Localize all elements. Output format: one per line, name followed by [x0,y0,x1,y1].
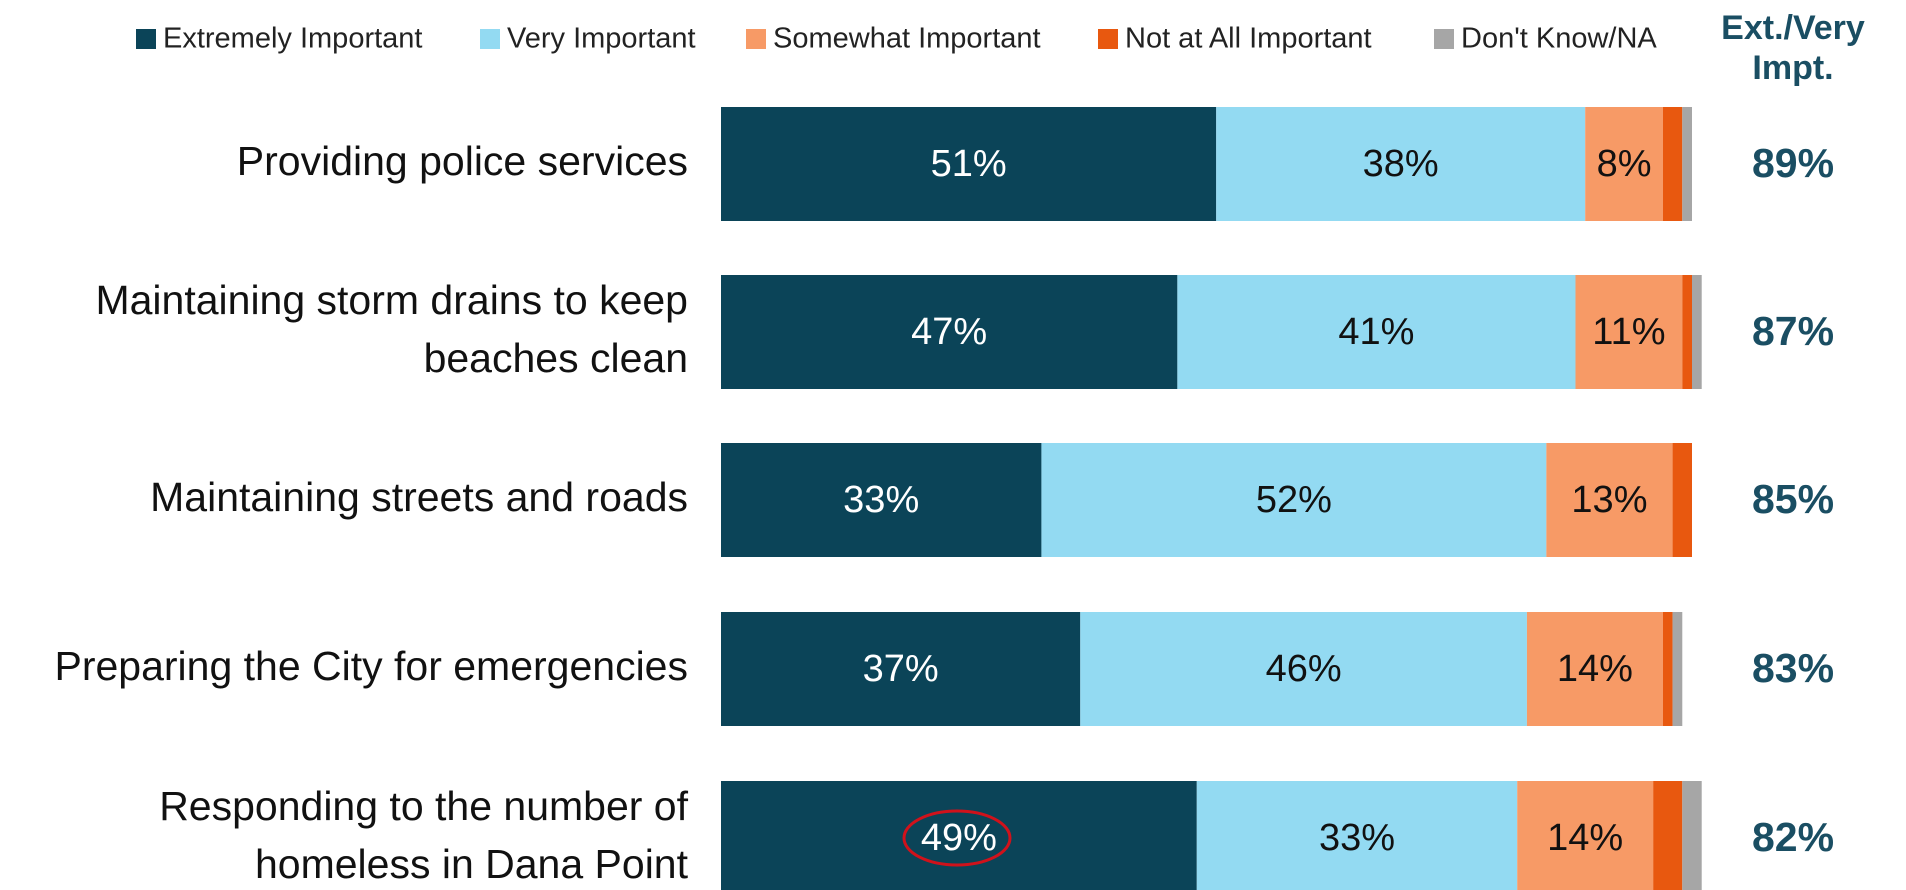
bar-segment [1080,612,1527,726]
bar-segment [1682,781,1702,890]
bar-segment [1662,612,1673,726]
bar-segment [1196,781,1518,890]
bar-segment [721,781,1197,890]
value-label: 11% [1592,311,1665,353]
value-label: 47% [911,311,987,353]
bar-segment [1653,781,1683,890]
bar-segment [1575,275,1683,389]
bar-segment [721,107,1217,221]
legend-swatch [1434,29,1454,49]
legend-label: Extremely Important [163,23,422,55]
total-label: 85% [1752,476,1834,522]
bar-segment [1672,443,1692,557]
value-label: 13% [1571,479,1647,521]
category-label: Responding to the number of homeless in D… [159,783,688,887]
bar-segment [721,612,1081,726]
bar-segment [1546,443,1673,557]
value-label: 46% [1266,648,1342,690]
value-label: 33% [1319,817,1395,859]
bar-segment [721,443,1042,557]
category-label: Providing police services [237,138,688,184]
bar-segment [1682,275,1692,389]
bar-segment [1216,107,1586,221]
total-label: 82% [1752,814,1834,860]
category-label: Maintaining storm drains to keep beaches … [95,277,688,381]
value-label: 49% [921,817,997,859]
legend-label: Don't Know/NA [1461,23,1657,55]
bar-segment [721,275,1178,389]
value-label: 14% [1557,648,1633,690]
value-label: 33% [843,479,919,521]
bar-segment [1672,612,1683,726]
bar-segment [1177,275,1576,389]
value-label: 52% [1256,479,1332,521]
bar-segment [1526,612,1663,726]
totals-title: Ext./Very Impt. [1721,9,1865,87]
value-label: 41% [1338,311,1414,353]
value-label: 8% [1597,143,1652,185]
legend-swatch [136,29,156,49]
bar-segment [1682,107,1692,221]
value-label: 38% [1363,143,1439,185]
legend-label: Very Important [507,23,696,55]
legend-swatch [1098,29,1118,49]
bar-segment [1517,781,1654,890]
bar-segment [1585,107,1663,221]
legend-label: Not at All Important [1125,23,1372,55]
bar-segment [1692,275,1702,389]
value-label: 14% [1547,817,1623,859]
highlight-ellipse [902,809,1012,867]
legend-label: Somewhat Important [773,23,1041,55]
bar-segment [1041,443,1547,557]
category-label: Preparing the City for emergencies [54,643,688,689]
category-label: Maintaining streets and roads [150,474,688,520]
total-label: 89% [1752,140,1834,186]
total-label: 87% [1752,308,1834,354]
value-label: 51% [931,143,1007,185]
legend-swatch [746,29,766,49]
value-label: 37% [863,648,939,690]
total-label: 83% [1752,645,1834,691]
bar-segment [1662,107,1683,221]
legend-swatch [480,29,500,49]
